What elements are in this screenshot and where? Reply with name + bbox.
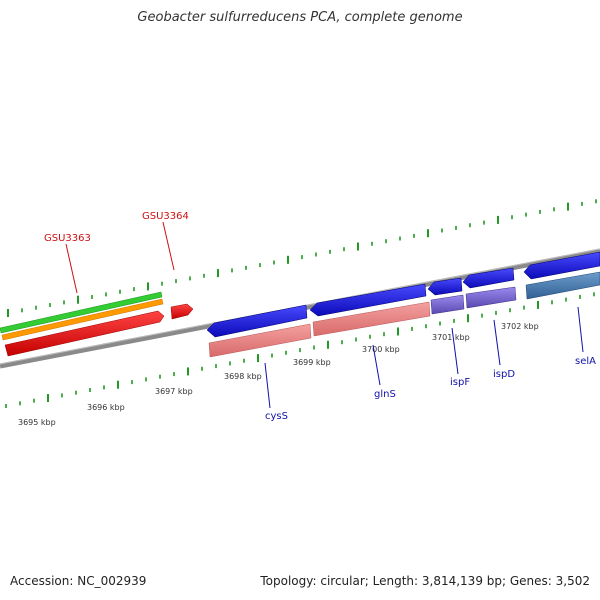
scale-label: 3702 kbp: [501, 322, 539, 331]
gene-cysS-leader: [264, 362, 271, 409]
gene-glnS-arrow[interactable]: [309, 283, 427, 317]
scale-label: 3696 kbp: [87, 403, 125, 412]
gene-GSU3363-arrow[interactable]: [4, 310, 165, 357]
scale-label: 3701 kbp: [432, 333, 470, 342]
gene-ispF-leader: [451, 327, 459, 375]
gene-label-ispD[interactable]: ispD: [493, 369, 515, 380]
cds-ispD-bar[interactable]: [465, 286, 517, 309]
forward-ruler-ticks: [7, 199, 597, 317]
gene-GSU3364-leader: [162, 221, 175, 271]
scale-label: 3698 kbp: [224, 372, 262, 381]
accession-text: Accession: NC_002939: [10, 574, 147, 588]
orange-track-bar[interactable]: [1, 298, 164, 341]
green-track-bar[interactable]: [0, 291, 163, 334]
scale-label: 3695 kbp: [18, 418, 56, 427]
cds-selA-bar[interactable]: [525, 271, 600, 300]
gene-ispD-arrow[interactable]: [462, 267, 515, 289]
gene-label-selA[interactable]: selA: [575, 356, 596, 367]
gene-cysS-arrow[interactable]: [206, 304, 308, 338]
scale-label: 3700 kbp: [362, 345, 400, 354]
gene-ispD-leader: [493, 319, 501, 366]
gene-label-GSU3363[interactable]: GSU3363: [44, 233, 91, 244]
cds-cysS-bar[interactable]: [208, 323, 312, 358]
gene-GSU3363-leader: [65, 243, 78, 294]
gene-label-cysS[interactable]: cysS: [265, 411, 288, 422]
scale-label: 3697 kbp: [155, 387, 193, 396]
gene-ispF-arrow[interactable]: [427, 277, 463, 296]
gene-selA-arrow[interactable]: [523, 251, 600, 280]
gene-label-glnS[interactable]: glnS: [374, 389, 396, 400]
gene-glnS-leader: [372, 344, 381, 386]
genome-summary-text: Topology: circular; Length: 3,814,139 bp…: [260, 574, 590, 588]
gene-GSU3364-arrow[interactable]: [170, 303, 194, 320]
genome-title: Geobacter sulfurreducens PCA, complete g…: [137, 10, 463, 25]
gene-label-ispF[interactable]: ispF: [450, 377, 470, 388]
reverse-ruler-ticks: [5, 292, 595, 408]
scale-label: 3699 kbp: [293, 358, 331, 367]
cds-glnS-bar[interactable]: [312, 301, 431, 337]
gene-selA-leader: [577, 306, 584, 353]
gene-label-GSU3364[interactable]: GSU3364: [142, 211, 189, 222]
cds-ispF-bar[interactable]: [430, 294, 465, 315]
